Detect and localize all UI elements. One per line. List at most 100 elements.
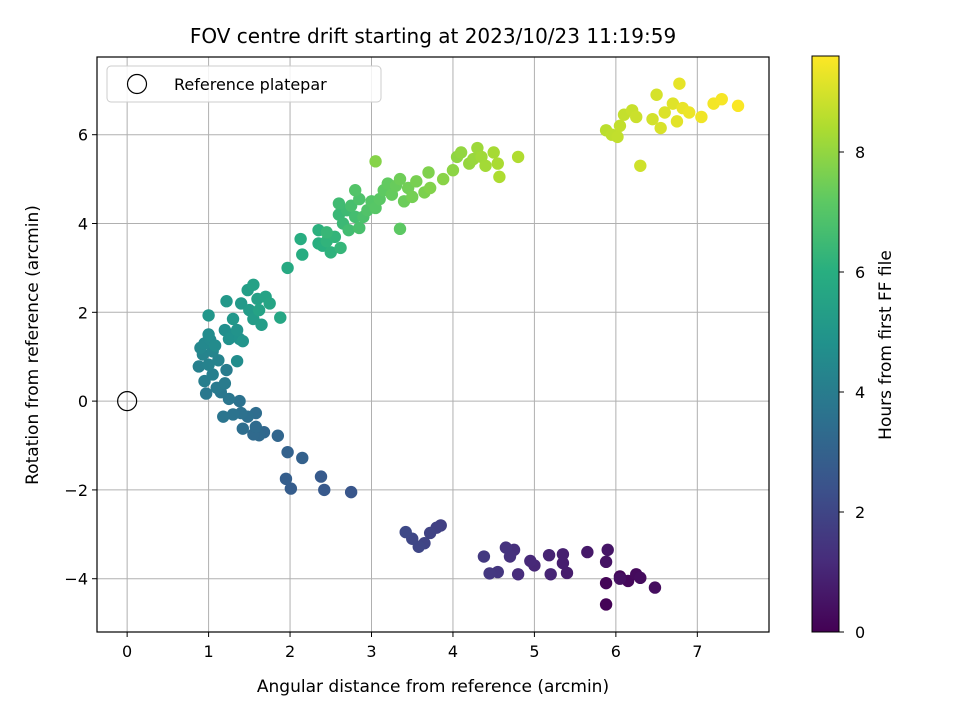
x-tick-label: 2 xyxy=(285,642,295,661)
y-tick-label: −4 xyxy=(64,570,88,589)
data-point xyxy=(332,197,346,210)
colorbar-gradient xyxy=(811,55,840,633)
data-point xyxy=(581,545,594,559)
plot-area-frame xyxy=(96,56,770,633)
y-tick-label: 6 xyxy=(78,126,88,145)
data-point xyxy=(601,543,614,557)
data-point xyxy=(344,485,358,499)
data-point xyxy=(477,550,491,563)
data-point xyxy=(493,170,506,184)
data-point xyxy=(599,576,613,590)
data-point xyxy=(263,297,276,310)
data-point xyxy=(666,97,680,110)
data-point xyxy=(670,115,684,128)
data-point xyxy=(406,190,419,204)
data-point xyxy=(320,226,333,239)
data-point xyxy=(236,334,250,348)
x-tick-label: 1 xyxy=(203,642,213,661)
data-point xyxy=(511,150,525,164)
data-point xyxy=(226,312,240,326)
colorbar-label: Hours from first FF file xyxy=(876,250,896,440)
data-point xyxy=(208,339,222,352)
colorbar-tick-label: 2 xyxy=(855,503,865,522)
data-point xyxy=(542,548,556,562)
data-point xyxy=(252,303,266,317)
data-point xyxy=(353,221,366,235)
data-point xyxy=(487,146,500,159)
data-point xyxy=(544,568,557,581)
data-point xyxy=(648,581,662,594)
data-point xyxy=(220,295,233,308)
data-point xyxy=(324,246,337,259)
colorbar-tick-label: 8 xyxy=(855,143,865,162)
y-tick-label: 0 xyxy=(78,392,88,411)
data-point xyxy=(281,261,294,275)
data-point xyxy=(599,598,613,611)
data-point xyxy=(422,166,435,179)
data-point xyxy=(524,554,537,568)
chart-title: FOV centre drift starting at 2023/10/23 … xyxy=(190,24,676,48)
data-point xyxy=(658,106,671,119)
x-axis-label: Angular distance from reference (arcmin) xyxy=(257,677,609,697)
data-point xyxy=(217,410,230,423)
data-point xyxy=(369,155,382,168)
data-point xyxy=(212,354,225,367)
data-point xyxy=(236,422,250,435)
data-point xyxy=(393,222,407,236)
data-point xyxy=(314,470,328,483)
data-point xyxy=(599,555,613,569)
data-point xyxy=(206,368,219,381)
data-point xyxy=(192,360,206,373)
data-point xyxy=(446,164,460,177)
data-point xyxy=(613,572,627,585)
y-axis-ticks: −4 −2 0 2 4 6 xyxy=(64,126,97,589)
legend-box: Reference platepar xyxy=(106,65,382,103)
data-point xyxy=(199,387,213,400)
data-point xyxy=(202,309,215,322)
data-point xyxy=(634,571,647,585)
data-point xyxy=(410,175,423,188)
data-point xyxy=(202,328,215,341)
colorbar: 0 2 4 6 8 Hours from first FF file xyxy=(811,55,896,642)
data-point xyxy=(296,451,309,465)
data-point xyxy=(230,354,244,368)
data-point xyxy=(646,112,659,126)
colorbar-tick-label: 6 xyxy=(855,263,865,282)
data-point xyxy=(247,278,260,291)
data-point xyxy=(318,483,331,497)
data-point xyxy=(423,181,437,195)
data-point xyxy=(731,99,745,113)
y-tick-label: −2 xyxy=(64,481,88,500)
data-point xyxy=(393,172,407,186)
data-point xyxy=(556,556,570,570)
data-point xyxy=(499,541,513,554)
data-point xyxy=(279,472,293,486)
colorbar-tick-label: 4 xyxy=(855,383,865,402)
data-points xyxy=(117,77,745,611)
data-point xyxy=(296,248,309,261)
data-point xyxy=(673,77,686,90)
data-point xyxy=(334,241,347,255)
reference-platepar-marker xyxy=(117,391,138,412)
data-point xyxy=(220,363,233,377)
data-point xyxy=(650,88,663,101)
data-point xyxy=(222,332,236,346)
data-point xyxy=(511,568,525,581)
data-point xyxy=(613,119,627,133)
data-point xyxy=(479,159,492,172)
x-tick-label: 7 xyxy=(692,642,702,661)
data-point xyxy=(695,110,708,124)
data-point xyxy=(611,130,624,144)
legend-reference-marker xyxy=(126,73,148,95)
data-point xyxy=(284,482,298,495)
legend-reference-label: Reference platepar xyxy=(174,75,327,94)
data-point xyxy=(634,159,647,172)
data-point xyxy=(230,323,244,337)
x-axis-ticks: 0 1 2 3 4 5 6 7 xyxy=(122,632,702,661)
y-axis-label: Rotation from reference (arcmin) xyxy=(23,205,43,485)
data-point xyxy=(271,429,285,442)
data-point xyxy=(249,420,263,434)
data-point xyxy=(218,377,232,390)
data-point xyxy=(436,172,450,186)
